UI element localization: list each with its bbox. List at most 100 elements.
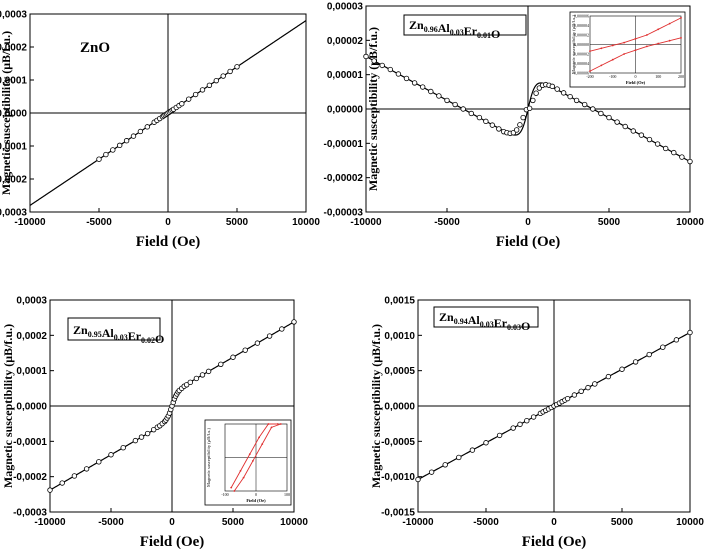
data-point bbox=[227, 68, 233, 75]
y-tick-label: 0,0005 bbox=[384, 366, 415, 377]
x-axis-label: Field (Oe) bbox=[522, 534, 587, 550]
data-point bbox=[83, 466, 90, 472]
data-point bbox=[371, 58, 377, 64]
data-point bbox=[530, 97, 536, 104]
data-point bbox=[582, 101, 588, 108]
inset-data-point bbox=[600, 47, 603, 50]
data-point bbox=[206, 82, 213, 88]
x-tick-label: -10000 bbox=[34, 517, 66, 528]
data-point bbox=[654, 141, 661, 147]
title-subscript: 0.03 bbox=[114, 333, 128, 342]
inset-x-axis-label: Field (Oe) bbox=[626, 80, 646, 85]
data-point bbox=[687, 329, 693, 336]
inset-x-tick-label: 100 bbox=[284, 492, 290, 497]
title-element: Er bbox=[464, 24, 478, 38]
data-point bbox=[452, 101, 458, 108]
data-point bbox=[444, 97, 450, 104]
data-point bbox=[436, 93, 442, 99]
inset-data-point bbox=[258, 436, 260, 439]
panel-title: Zn0.96Al0.03Er0.01O bbox=[409, 18, 500, 41]
data-point bbox=[619, 366, 625, 372]
title-subscript: 0.02 bbox=[141, 336, 155, 345]
data-point bbox=[144, 430, 151, 437]
inset-x-tick-label: 0 bbox=[255, 492, 257, 497]
data-point bbox=[606, 114, 612, 121]
panel-title: ZnO bbox=[80, 40, 110, 56]
x-tick-label: 10000 bbox=[292, 217, 320, 228]
panel-4: -10000 -5000 0 5000 10000 -0,0015 -0,0010 -0,00… bbox=[369, 296, 704, 551]
y-tick-label: 0,0003 bbox=[16, 296, 47, 307]
inset-data-point bbox=[276, 423, 279, 425]
inset-data-point bbox=[267, 423, 270, 425]
data-point bbox=[108, 452, 114, 458]
data-point bbox=[266, 333, 273, 339]
x-tick-label: -5000 bbox=[98, 517, 124, 528]
inset-data-point bbox=[634, 49, 637, 52]
data-point bbox=[234, 64, 240, 70]
data-point bbox=[614, 119, 620, 125]
data-point bbox=[199, 87, 206, 93]
y-tick-label: 0,0003 bbox=[0, 10, 27, 21]
data-point bbox=[554, 86, 560, 92]
data-point bbox=[179, 101, 185, 107]
data-point bbox=[230, 354, 236, 360]
data-point bbox=[137, 128, 144, 135]
data-point bbox=[526, 105, 533, 112]
data-point bbox=[469, 447, 476, 453]
data-point bbox=[517, 122, 523, 128]
title-element: O bbox=[155, 332, 164, 346]
inset-data-point bbox=[634, 37, 637, 40]
data-point bbox=[96, 459, 102, 465]
data-point bbox=[622, 123, 628, 130]
inset-data-point bbox=[589, 70, 591, 72]
y-tick-label: -0,0001 bbox=[13, 437, 47, 448]
title-element: O bbox=[491, 27, 500, 41]
data-point bbox=[96, 156, 102, 162]
data-point bbox=[573, 97, 580, 104]
y-axis-label: Magnetic susceptibility (μB/f.u.) bbox=[1, 324, 15, 488]
data-point bbox=[567, 93, 573, 100]
x-tick-label: 10000 bbox=[280, 517, 308, 528]
inset-data-point bbox=[623, 41, 626, 44]
data-point bbox=[183, 382, 190, 388]
inset-upper-branch bbox=[230, 423, 278, 488]
data-point bbox=[632, 359, 639, 365]
data-point bbox=[379, 62, 385, 69]
data-point bbox=[638, 132, 645, 138]
x-axis-label: Field (Oe) bbox=[136, 234, 201, 250]
x-tick-label: 0 bbox=[169, 517, 175, 528]
inset-data-point bbox=[233, 490, 236, 492]
data-point bbox=[646, 351, 652, 358]
data-point bbox=[598, 110, 604, 117]
data-point bbox=[428, 88, 434, 95]
inset-x-tick-label: -200 bbox=[586, 74, 593, 79]
y-tick-label: -0,00003 bbox=[324, 208, 364, 219]
data-point bbox=[520, 114, 526, 121]
y-tick-label: -0,0003 bbox=[0, 208, 27, 219]
y-tick-label: 0,00003 bbox=[327, 2, 364, 13]
x-tick-label: 5000 bbox=[598, 217, 621, 228]
inset-data-point bbox=[611, 58, 614, 61]
data-point bbox=[489, 122, 496, 128]
y-tick-label: 0,0010 bbox=[384, 331, 415, 342]
inset-y-axis-label: Magnetic susceptibility (μB/f.u.) bbox=[206, 428, 211, 487]
data-point bbox=[420, 84, 426, 90]
inset-data-point bbox=[242, 476, 245, 479]
x-tick-label: 0 bbox=[551, 517, 557, 528]
x-tick-label: 5000 bbox=[222, 517, 245, 528]
title-element: Er bbox=[494, 316, 508, 330]
data-point bbox=[213, 77, 219, 84]
y-tick-label: 0,0015 bbox=[384, 296, 415, 307]
data-point bbox=[411, 80, 418, 86]
y-tick-label: -0,00001 bbox=[324, 139, 364, 150]
y-axis-label: Magnetic susceptibility (μB/f.u.) bbox=[369, 324, 383, 488]
data-point bbox=[144, 124, 150, 130]
y-tick-label: -0,0002 bbox=[0, 175, 27, 186]
x-tick-label: -10000 bbox=[402, 517, 434, 528]
data-point bbox=[468, 110, 474, 117]
y-tick-label: 0,0001 bbox=[16, 366, 47, 377]
data-point bbox=[59, 480, 65, 486]
data-point bbox=[663, 145, 669, 152]
data-point bbox=[120, 444, 126, 451]
panel-3: -10000 -5000 0 5000 10000 -0,0003 -0,0002 -0,00… bbox=[1, 296, 308, 551]
